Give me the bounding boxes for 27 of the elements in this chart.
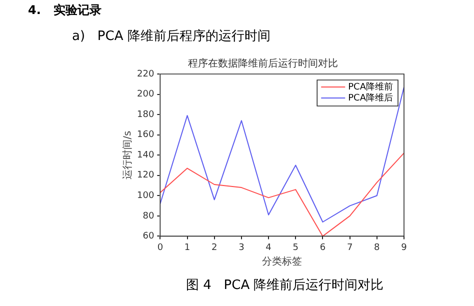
legend-label: PCA降维后: [348, 92, 394, 104]
legend-label: PCA降维前: [348, 81, 394, 92]
y-tick-label: 140: [136, 150, 154, 160]
x-tick-label: 0: [157, 242, 164, 253]
y-tick-label: 80: [142, 211, 154, 222]
y-tick-label: 100: [136, 190, 154, 201]
chart-title: 程序在数据降维前后运行时间对比: [188, 58, 338, 70]
x-tick-label: 5: [292, 242, 298, 253]
x-tick-label: 9: [401, 242, 408, 253]
x-tick-label: 8: [374, 242, 380, 253]
x-tick-label: 1: [184, 242, 190, 253]
x-tick-label: 6: [320, 242, 326, 253]
y-tick-label: 200: [136, 90, 154, 100]
y-tick-label: 220: [136, 69, 154, 80]
text: 4. 实验记录: [28, 2, 102, 19]
x-axis-title: 分类标签: [262, 256, 302, 268]
text: a) PCA 降维前后程序的运行时间: [72, 28, 270, 45]
x-tick-label: 7: [346, 242, 353, 253]
x-tick-label: 4: [266, 242, 272, 253]
y-tick-label: 120: [136, 170, 154, 181]
x-tick-label: 2: [211, 242, 218, 253]
y-tick-label: 180: [136, 110, 154, 120]
y-axis-title: 运行时间/s: [122, 130, 134, 180]
caption: 图 4 PCA 降维前后运行时间对比: [186, 277, 384, 294]
y-tick-label: 60: [142, 232, 154, 242]
y-tick-label: 160: [136, 130, 154, 140]
x-tick-label: 3: [238, 242, 244, 253]
